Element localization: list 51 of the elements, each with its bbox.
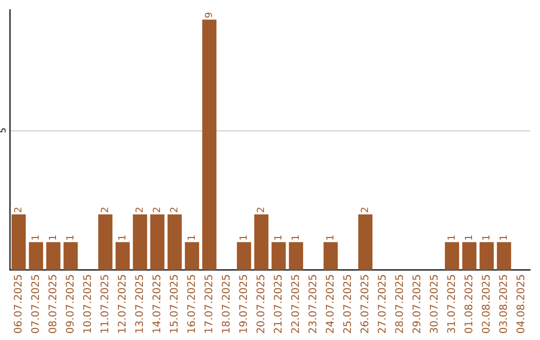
x-tick-label: 15.07.2025 bbox=[170, 275, 178, 333]
x-tick-label: 26.07.2025 bbox=[360, 275, 368, 334]
data-label: 1 bbox=[188, 235, 195, 240]
data-label: 1 bbox=[292, 235, 299, 240]
x-tick-label: 25.07.2025 bbox=[343, 275, 352, 334]
data-label: 9 bbox=[204, 12, 212, 18]
data-label: 2 bbox=[14, 208, 22, 212]
data-label: 1 bbox=[240, 235, 247, 240]
x-tick-label: 29.07.2025 bbox=[412, 275, 420, 334]
x-tick-label: 19.07.2025 bbox=[239, 275, 248, 333]
x-tick-label: 16.07.2025 bbox=[187, 275, 196, 333]
data-label: 1 bbox=[66, 235, 74, 240]
x-tick-label: 21.07.2025 bbox=[274, 275, 282, 334]
x-tick-label: 27.07.2025 bbox=[378, 275, 386, 334]
x-tick-label: 18.07.2025 bbox=[222, 275, 230, 333]
x-tick-label: 09.07.2025 bbox=[66, 275, 74, 334]
x-tick-label: 01.08.2025 bbox=[464, 275, 472, 334]
x-tick-label: 22.07.2025 bbox=[291, 275, 300, 334]
x-tick-label: 20.07.2025 bbox=[256, 275, 264, 334]
x-tick-label: 08.07.2025 bbox=[48, 275, 56, 334]
x-tick-label: 31.07.2025 bbox=[447, 275, 456, 333]
data-label: 1 bbox=[48, 235, 56, 240]
x-tick-label: 11.07.2025 bbox=[100, 275, 108, 333]
x-tick-label: 14.07.2025 bbox=[152, 275, 160, 333]
x-tick-label: 10.07.2025 bbox=[83, 275, 92, 333]
x-tick-label: 28.07.2025 bbox=[395, 275, 404, 334]
x-tick-label: 12.07.2025 bbox=[118, 275, 126, 333]
data-label: 1 bbox=[274, 235, 282, 240]
data-label: 1 bbox=[118, 235, 126, 240]
x-tick-label: 13.07.2025 bbox=[135, 275, 144, 333]
data-label: 1 bbox=[32, 235, 39, 240]
data-label: 2 bbox=[360, 208, 368, 212]
data-label: 1 bbox=[464, 235, 472, 240]
data-label: 1 bbox=[448, 235, 455, 240]
data-label: 1 bbox=[500, 235, 507, 240]
data-label: 1 bbox=[326, 235, 334, 240]
data-label: 2 bbox=[256, 208, 264, 212]
x-tick-label: 23.07.2025 bbox=[308, 275, 316, 334]
data-label: 2 bbox=[170, 208, 178, 212]
data-label: 2 bbox=[135, 208, 143, 212]
data-label: 2 bbox=[100, 208, 108, 212]
x-tick-label: 30.07.2025 bbox=[430, 275, 438, 333]
x-tick-label: 17.07.2025 bbox=[204, 275, 212, 333]
x-tick-label: 02.08.2025 bbox=[482, 275, 490, 334]
x-tick-label: 03.08.2025 bbox=[499, 275, 508, 334]
data-label: 2 bbox=[152, 208, 160, 212]
x-tick-label: 24.07.2025 bbox=[326, 275, 334, 334]
x-tick-label: 07.07.2025 bbox=[31, 275, 40, 334]
data-label: 1 bbox=[482, 235, 490, 240]
x-tick-label: 04.08.2025 bbox=[516, 275, 524, 334]
x-tick-label: 06.07.2025 bbox=[14, 275, 22, 334]
